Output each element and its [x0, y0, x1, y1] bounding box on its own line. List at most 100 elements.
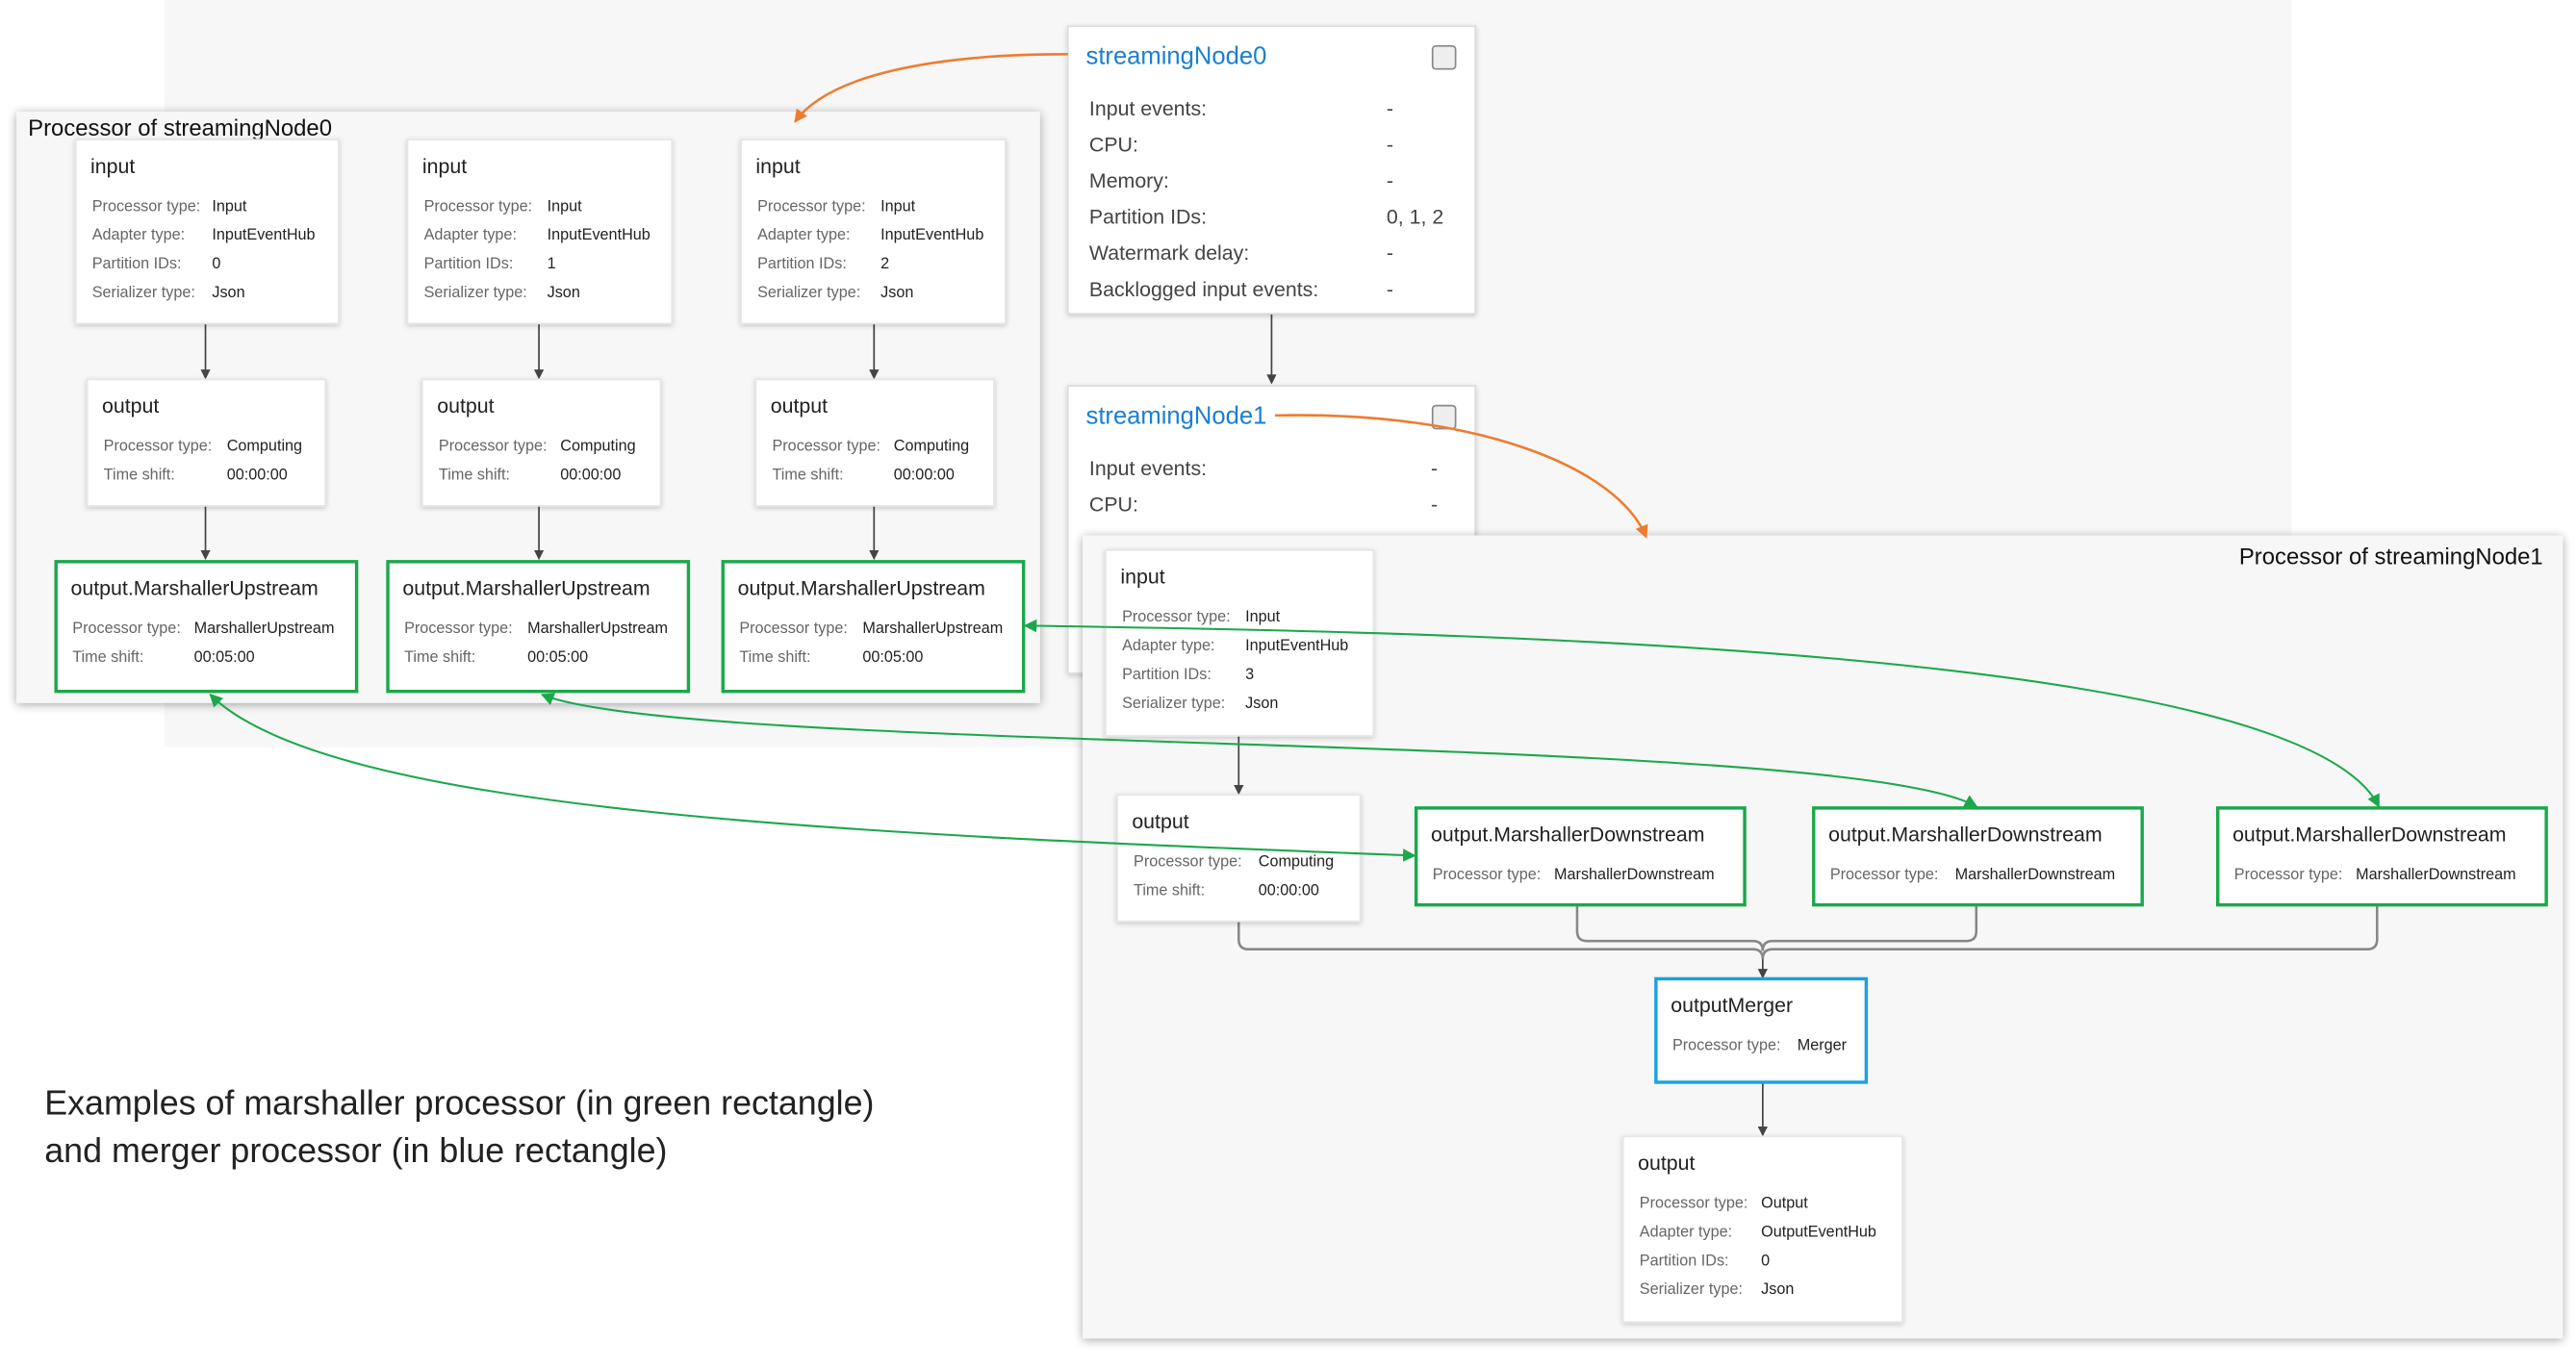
- row-label: Time shift:: [72, 648, 143, 666]
- row-value: Computing: [227, 438, 302, 455]
- connector: [1761, 904, 2379, 960]
- processor-node: [421, 378, 662, 507]
- row-label: Partition IDs:: [424, 255, 514, 272]
- panel-title: Processor of streamingNode1: [2239, 545, 2543, 570]
- node-title: input: [422, 155, 467, 178]
- row-label: Processor type:: [404, 620, 513, 637]
- row-label: Partition IDs:: [1122, 666, 1211, 683]
- row-value: -: [1387, 134, 1393, 157]
- processor-node: [1621, 1135, 1903, 1324]
- processor-node: [2216, 806, 2548, 907]
- row-value: MarshallerUpstream: [862, 620, 1003, 637]
- row-value: 00:05:00: [862, 648, 923, 666]
- streaming-node-title[interactable]: streamingNode0: [1086, 43, 1267, 70]
- processor-node: [754, 378, 995, 507]
- row-label: Time shift:: [439, 466, 510, 483]
- checkbox[interactable]: [1431, 44, 1457, 70]
- streaming-node-title[interactable]: streamingNode1: [1086, 402, 1267, 429]
- row-value: -: [1387, 97, 1393, 120]
- row-value: 0: [212, 255, 220, 272]
- row-label: Processor type:: [1433, 866, 1542, 883]
- row-label: Adapter type:: [1640, 1223, 1732, 1240]
- row-label: Watermark delay:: [1089, 241, 1249, 265]
- row-value: MarshallerDownstream: [1554, 866, 1715, 883]
- row-value: 3: [1245, 666, 1254, 683]
- row-label: Processor type:: [104, 438, 213, 455]
- row-value: 1: [548, 255, 556, 272]
- node-title: output.MarshallerDownstream: [1828, 823, 2103, 847]
- row-value: MarshallerUpstream: [194, 620, 335, 637]
- row-value: 0: [1761, 1252, 1770, 1269]
- row-label: Partition IDs:: [1089, 206, 1207, 229]
- row-value: Computing: [560, 438, 635, 455]
- row-label: Partition IDs:: [92, 255, 182, 272]
- processor-node: [1812, 806, 2144, 907]
- row-value: Json: [1761, 1280, 1794, 1298]
- row-value: -: [1387, 278, 1393, 301]
- row-label: Partition IDs:: [757, 255, 847, 272]
- row-label: Processor type:: [1122, 608, 1231, 625]
- caption-line: Examples of marshaller processor (in gre…: [44, 1083, 874, 1122]
- row-value: Merger: [1798, 1037, 1848, 1054]
- row-label: Processor type:: [757, 197, 866, 215]
- row-value: Input: [880, 197, 916, 215]
- node-title: input: [1120, 566, 1164, 589]
- row-value: Json: [548, 284, 580, 301]
- row-label: Processor type:: [92, 197, 201, 215]
- node-title: output: [1638, 1152, 1695, 1175]
- row-value: 00:00:00: [1259, 881, 1319, 899]
- row-value: Json: [212, 284, 244, 301]
- row-value: 00:05:00: [194, 648, 255, 666]
- processor-node: [1414, 806, 1747, 907]
- row-value: 00:00:00: [894, 466, 955, 483]
- row-value: Input: [1245, 608, 1281, 625]
- row-label: Backlogged input events:: [1089, 278, 1318, 301]
- caption-line: and merger processor (in blue rectangle): [44, 1131, 667, 1170]
- row-label: Time shift:: [772, 466, 843, 483]
- processor-node: [721, 560, 1026, 694]
- row-label: Processor type:: [424, 197, 533, 215]
- processor-node: [74, 139, 340, 325]
- node-title: output: [102, 394, 159, 418]
- connector: [1575, 904, 1765, 951]
- row-label: Processor type:: [772, 438, 880, 455]
- node-title: output.MarshallerDownstream: [2232, 823, 2507, 847]
- node-title: output.MarshallerDownstream: [1431, 823, 1704, 847]
- row-value: 00:00:00: [560, 466, 621, 483]
- row-value: 2: [880, 255, 889, 272]
- row-label: Time shift:: [404, 648, 475, 666]
- orange-arrow: [794, 53, 1068, 123]
- row-label: Partition IDs:: [1640, 1252, 1729, 1269]
- row-label: Serializer type:: [424, 284, 527, 301]
- row-value: Input: [548, 197, 583, 215]
- row-label: Memory:: [1089, 169, 1169, 192]
- processor-node: [54, 560, 359, 694]
- green-arrow: [1023, 619, 2380, 808]
- row-value: InputEventHub: [548, 226, 650, 243]
- processor-node: [386, 560, 691, 694]
- row-value: -: [1431, 457, 1438, 480]
- row-label: Serializer type:: [1122, 695, 1225, 712]
- processor-node: [740, 139, 1007, 325]
- row-value: 00:00:00: [227, 466, 288, 483]
- row-label: Processor type:: [1134, 852, 1242, 870]
- checkbox[interactable]: [1431, 404, 1457, 430]
- row-label: Time shift:: [104, 466, 175, 483]
- green-arrow: [209, 693, 1416, 862]
- row-value: InputEventHub: [1245, 637, 1348, 654]
- panel-title: Processor of streamingNode0: [28, 115, 332, 141]
- node-title: output: [1132, 810, 1188, 833]
- row-value: InputEventHub: [880, 226, 983, 243]
- row-value: MarshallerDownstream: [1955, 866, 2116, 883]
- row-label: Input events:: [1089, 97, 1207, 120]
- row-value: Output: [1761, 1195, 1808, 1212]
- row-value: Computing: [1259, 852, 1334, 870]
- row-label: Processor type:: [739, 620, 848, 637]
- node-title: output: [771, 394, 828, 418]
- node-title: output.MarshallerUpstream: [71, 576, 319, 599]
- processor-node: [406, 139, 674, 325]
- row-value: -: [1431, 493, 1438, 516]
- row-value: 0, 1, 2: [1387, 206, 1443, 229]
